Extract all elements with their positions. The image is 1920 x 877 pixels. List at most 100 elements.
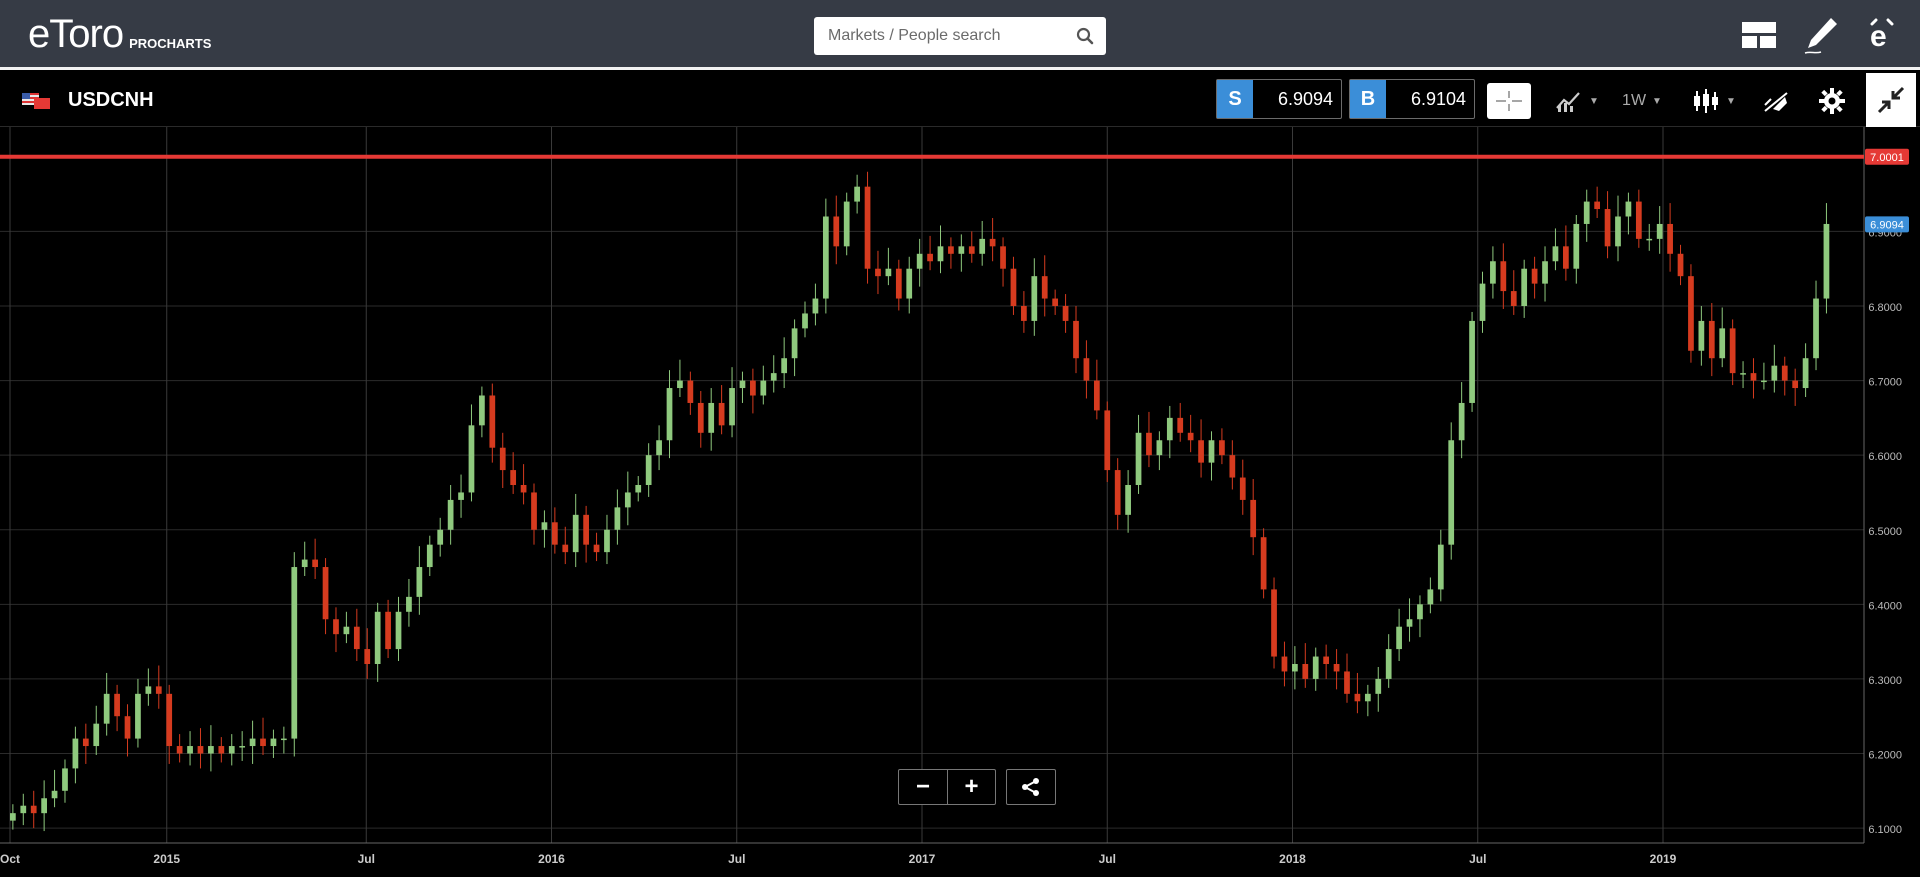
share-icon (1022, 778, 1039, 796)
y-tick-label: 6.2000 (1868, 750, 1902, 762)
candle-body (1813, 298, 1819, 359)
candle-body (572, 514, 579, 553)
zoom-in-button[interactable]: + (947, 770, 995, 804)
crosshair-icon (1496, 91, 1522, 111)
svg-text:e: e (1870, 20, 1887, 52)
candle-body (1458, 402, 1465, 441)
logo-wordmark: eToro (28, 12, 124, 56)
gear-icon (1819, 88, 1845, 114)
candle-body (1156, 440, 1163, 456)
etoro-logo[interactable]: eToro PROCHARTS (28, 14, 211, 54)
candle-body (197, 746, 204, 754)
collapse-button[interactable] (1866, 73, 1916, 127)
candle-body (750, 380, 756, 396)
candle-body (187, 746, 193, 754)
logo-subtitle: PROCHARTS (129, 36, 212, 51)
timeframe-dropdown[interactable]: 1W ▼ (1620, 81, 1664, 121)
settings-button[interactable] (1812, 81, 1852, 121)
search-input[interactable] (828, 17, 1068, 55)
candle-body (124, 716, 131, 739)
candle-body (93, 723, 100, 747)
candle-body (437, 529, 444, 545)
chevron-down-icon: ▼ (1589, 95, 1599, 107)
candle-body (406, 596, 412, 612)
candle-body (1552, 246, 1559, 262)
candle-body (562, 544, 569, 553)
candle-body (343, 626, 350, 635)
candle-body (228, 746, 235, 754)
candlestick-chart-svg[interactable]: 7.00006.90006.80006.70006.60006.50006.40… (0, 127, 1920, 872)
candle-body (1344, 671, 1350, 694)
candle-body (301, 559, 308, 568)
candle-body (1448, 440, 1455, 545)
candle-body (927, 253, 933, 262)
x-tick-label: 2017 (909, 852, 936, 866)
candle-body (531, 492, 537, 530)
candle-body (322, 567, 329, 620)
chevron-down-icon: ▼ (1652, 95, 1662, 107)
candle-body (1375, 678, 1382, 694)
candle-body (1406, 619, 1413, 627)
x-tick-label: 2015 (153, 852, 180, 866)
candle-body (239, 746, 246, 748)
zoom-out-button[interactable]: − (915, 773, 930, 800)
indicators-icon (1556, 92, 1580, 112)
x-tick-label: 2016 (538, 852, 565, 866)
candle-body (1667, 223, 1673, 254)
zoom-controls: − + (898, 769, 1056, 805)
candle-body (718, 402, 725, 426)
candle-body (1208, 440, 1215, 463)
layout-icon[interactable] (1738, 14, 1780, 56)
candle-body (1719, 328, 1726, 359)
candle-body (270, 738, 277, 747)
candle-body (1490, 261, 1496, 284)
buy-letter: B (1350, 80, 1386, 118)
candle-body (1761, 380, 1767, 383)
buy-button[interactable]: B 6.9104 (1349, 79, 1475, 119)
search-icon[interactable] (1076, 27, 1094, 45)
candle-body (1323, 656, 1330, 664)
candle-body (1052, 298, 1059, 306)
pencil-icon[interactable] (1800, 14, 1842, 56)
candle-body (1166, 417, 1173, 441)
candle-body (895, 268, 902, 299)
price-chart[interactable]: 7.00006.90006.80006.70006.60006.50006.40… (0, 127, 1920, 872)
indicators-dropdown[interactable]: ▼ (1552, 81, 1602, 121)
candle-body (1792, 380, 1799, 389)
candle-body (1708, 320, 1715, 359)
timeframe-label: 1W (1622, 92, 1647, 109)
candle-body (1271, 589, 1277, 657)
share-button[interactable] (1007, 770, 1055, 804)
candle-body (1229, 455, 1236, 478)
candle-body (1646, 238, 1653, 241)
candle-body (645, 455, 652, 485)
candle-body (103, 693, 110, 724)
candle-body (624, 492, 631, 508)
candle-body (1250, 499, 1257, 538)
candle-body (395, 611, 402, 650)
chart-type-dropdown[interactable]: ▼ (1686, 81, 1742, 121)
etoro-e-icon[interactable]: e (1862, 14, 1904, 56)
drawing-tools-button[interactable] (1756, 81, 1796, 121)
us-cn-flag-icon (22, 93, 50, 109)
candle-body (72, 738, 79, 769)
candle-body (1177, 417, 1184, 433)
candle-body (1750, 373, 1757, 381)
candle-body (374, 611, 381, 664)
candle-body (593, 544, 600, 553)
x-tick-label: Jul (1469, 852, 1486, 866)
candle-body (114, 693, 120, 717)
last-price-label-bg (1865, 216, 1909, 233)
crosshair-button[interactable] (1487, 83, 1531, 119)
candle-body (937, 246, 944, 262)
candle-body (979, 238, 986, 254)
candle-body (1615, 216, 1621, 247)
candle-body (1563, 246, 1569, 269)
candle-body (291, 567, 298, 739)
candle-body (82, 738, 89, 747)
sell-button[interactable]: S 6.9094 (1216, 79, 1342, 119)
candle-body (1312, 656, 1319, 679)
chevron-down-icon: ▼ (1726, 95, 1736, 107)
candle-body (854, 186, 860, 202)
candle-body (10, 813, 16, 821)
